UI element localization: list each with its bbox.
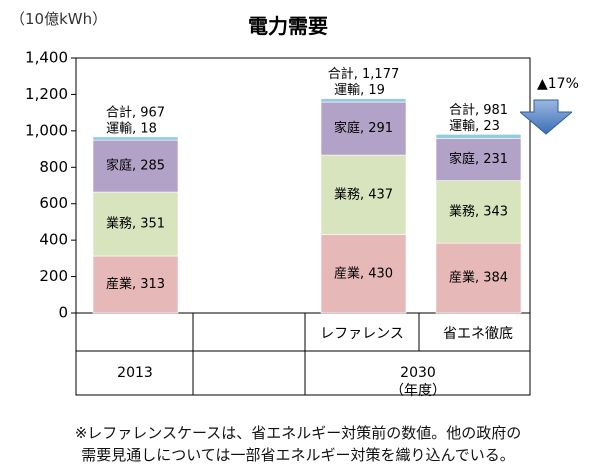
- bar-segment: [320, 234, 407, 314]
- bar-segment-label: 家庭, 231: [449, 151, 508, 167]
- bar-segment-label: 産業, 313: [106, 276, 165, 292]
- bar-segment-label: 運輸, 18: [106, 121, 157, 136]
- y-tick-label: 1,400: [25, 49, 68, 67]
- bar-segment: [435, 180, 522, 244]
- down-arrow-icon: [520, 99, 572, 135]
- bar-segment-label: 産業, 384: [449, 270, 508, 286]
- bar-segment-label: 家庭, 291: [334, 120, 393, 136]
- footnote-line-2: 需要見通しについては一部省エネルギー対策を織り込んでいる。: [81, 446, 515, 464]
- bar-total-label: 合計, 981: [449, 102, 508, 118]
- bar-segment-label: 業務, 343: [449, 203, 508, 219]
- bar-segment-label: 産業, 430: [334, 265, 393, 281]
- category-label: レファレンス: [320, 326, 404, 342]
- y-tick-label: 800: [39, 158, 68, 176]
- bar-segment: [320, 101, 407, 156]
- bar-segment: [92, 191, 179, 257]
- reduction-label: ▲17%: [537, 76, 579, 92]
- y-tick-label: 600: [39, 194, 68, 212]
- group-sublabel: （年度）: [390, 383, 446, 399]
- bar-total-label: 合計, 1,177: [328, 66, 399, 82]
- y-tick-label: 1,000: [25, 121, 68, 139]
- group-label: 2030: [400, 365, 436, 381]
- y-tick-label: 0: [58, 304, 68, 322]
- bar-segment: [320, 154, 407, 235]
- y-tick-label: 200: [39, 267, 68, 285]
- y-tick-label: 1,200: [25, 85, 68, 103]
- bar-segment: [92, 139, 179, 193]
- bar-segment: [92, 136, 179, 141]
- y-axis-unit-label: （10億kWh）: [10, 10, 108, 28]
- bar-segment-label: 業務, 351: [106, 216, 165, 232]
- bar-segment: [320, 98, 407, 103]
- footnote: ※レファレンスケースは、省エネルギー対策前の数値。他の政府の 需要見通しについて…: [18, 422, 578, 466]
- category-label: 省エネ徹底: [443, 326, 513, 342]
- group-label: 2013: [117, 365, 153, 381]
- bar-segment: [435, 134, 522, 139]
- chart-title: 電力需要: [248, 14, 328, 38]
- bar-segment-label: 家庭, 285: [106, 158, 165, 174]
- footnote-line-1: ※レファレンスケースは、省エネルギー対策前の数値。他の政府の: [74, 424, 522, 442]
- bar-total-label: 合計, 967: [106, 104, 165, 120]
- bar-segment-label: 運輸, 23: [449, 119, 500, 134]
- bar-segment-label: 運輸, 19: [334, 83, 385, 98]
- bar-segment: [435, 242, 522, 314]
- bar-segment-label: 業務, 437: [334, 186, 393, 202]
- bar-segment: [435, 138, 522, 181]
- y-tick-label: 400: [39, 231, 68, 249]
- plot-frame: [75, 57, 531, 396]
